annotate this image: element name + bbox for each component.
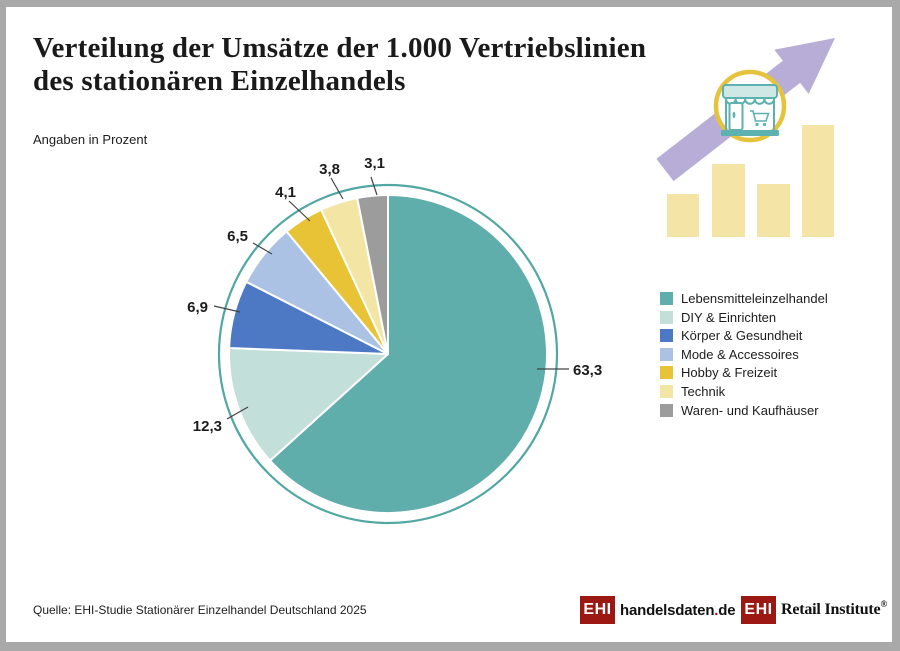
- page-title: Verteilung der Umsätze der 1.000 Vertrie…: [33, 32, 713, 98]
- leader-line-waren-und-kaufh-user: [370, 176, 378, 196]
- shopping-cart-icon: [750, 110, 770, 127]
- value-label-lebensmitteleinzelhandel: 63,3: [573, 362, 602, 379]
- source-note: Quelle: EHI-Studie Stationärer Einzelhan…: [33, 603, 367, 617]
- wordmark-text: Retail Institute: [781, 601, 881, 618]
- legend-swatch: [660, 366, 673, 380]
- legend-item-technik: Technik: [660, 383, 828, 399]
- legend: Lebensmitteleinzelhandel DIY & Einrichten…: [660, 292, 828, 422]
- leader-line-diy-einrichten: [226, 406, 249, 420]
- storefront-icon: [721, 84, 779, 136]
- wordmark-dot: .: [714, 601, 719, 619]
- storefront-badge: [713, 69, 787, 143]
- pie-ring: [217, 183, 559, 525]
- retail-institute-logo: EHI Retail Institute®: [741, 596, 887, 624]
- value-label-k-rper-gesundheit: 6,9: [187, 299, 208, 316]
- wordmark-tld: de: [718, 601, 736, 619]
- wordmark-name: handelsdaten: [620, 601, 715, 619]
- value-label-diy-einrichten: 12,3: [193, 418, 222, 435]
- pie-chart: [228, 194, 548, 514]
- leader-line-hobby-freizeit: [288, 200, 311, 222]
- pie-value-labels: 63,3 12,3 6,9 6,5 4,1 3,8 3,1: [187, 155, 602, 435]
- leader-line-mode-accessoires: [252, 242, 273, 255]
- legend-label: DIY & Einrichten: [681, 309, 777, 325]
- legend-item-k-rper-gesundheit: Körper & Gesundheit: [660, 328, 828, 344]
- retail-institute-wordmark: Retail Institute®: [781, 599, 887, 619]
- registered-mark: ®: [880, 599, 887, 609]
- legend-item-waren-und-kaufh-user: Waren- und Kaufhäuser: [660, 402, 828, 418]
- legend-item-diy-einrichten: DIY & Einrichten: [660, 309, 828, 325]
- value-label-technik: 3,8: [319, 161, 340, 178]
- legend-swatch: [660, 292, 673, 305]
- revenue-bars-icon: [667, 125, 834, 237]
- bar-2: [712, 164, 745, 237]
- legend-item-lebensmitteleinzelhandel: Lebensmitteleinzelhandel: [660, 292, 828, 305]
- legend-swatch: [660, 384, 673, 398]
- legend-label: Körper & Gesundheit: [681, 328, 803, 344]
- legend-item-mode-accessoires: Mode & Accessoires: [660, 346, 828, 362]
- leader-line-technik: [330, 177, 344, 200]
- bar-4: [802, 125, 834, 237]
- bar-3: [757, 184, 790, 237]
- pie-slice-lebensmitteleinzelhandel: [269, 194, 548, 514]
- legend-label: Mode & Accessoires: [681, 346, 799, 362]
- ehi-badge-2: EHI: [741, 596, 776, 624]
- value-label-hobby-freizeit: 4,1: [275, 184, 296, 201]
- handelsdaten-logo: EHI handelsdaten.de: [580, 596, 736, 624]
- handelsdaten-wordmark: handelsdaten.de: [620, 601, 736, 619]
- legend-swatch: [660, 329, 673, 343]
- legend-label: Lebensmitteleinzelhandel: [681, 291, 828, 306]
- title-line-2: des stationären Einzelhandels: [33, 65, 406, 97]
- pie-slice-waren-und-kaufh-user: [356, 194, 389, 355]
- ehi-badge: EHI: [580, 596, 615, 624]
- legend-item-hobby-freizeit: Hobby & Freizeit: [660, 365, 828, 381]
- value-label-mode-accessoires: 6,5: [227, 228, 248, 245]
- legend-label: Technik: [681, 383, 726, 399]
- value-label-waren-und-kaufh-user: 3,1: [364, 155, 385, 172]
- leader-line-k-rper-gesundheit: [213, 305, 241, 313]
- legend-swatch: [660, 310, 673, 324]
- legend-swatch: [660, 347, 673, 361]
- legend-swatch: [660, 403, 673, 417]
- title-line-1: Verteilung der Umsätze der 1.000 Vertrie…: [33, 32, 647, 64]
- chart-subtitle: Angaben in Prozent: [33, 132, 148, 147]
- legend-label: Hobby & Freizeit: [681, 365, 778, 381]
- growth-decoration: [656, 38, 835, 237]
- bar-1: [667, 194, 699, 237]
- pie-slice-diy-einrichten: [228, 347, 389, 462]
- legend-label: Waren- und Kaufhäuser: [681, 402, 819, 418]
